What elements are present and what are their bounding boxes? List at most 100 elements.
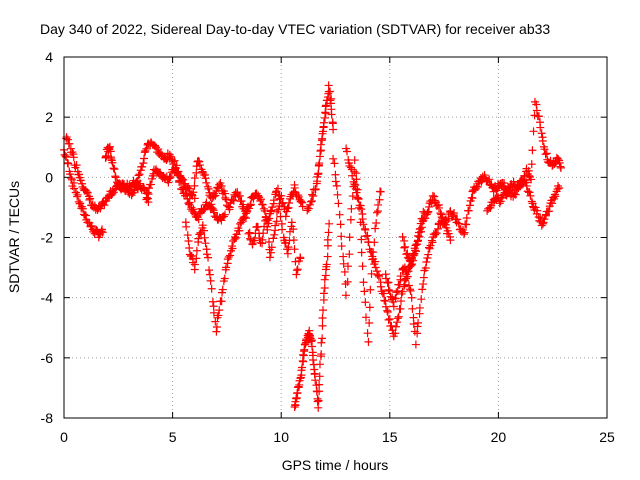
data-point — [65, 139, 74, 148]
data-point — [365, 303, 374, 312]
data-point — [235, 226, 244, 235]
data-point — [363, 231, 372, 240]
data-point — [309, 355, 318, 364]
data-point — [347, 204, 356, 213]
data-point — [258, 200, 267, 209]
data-point — [189, 258, 198, 267]
data-point — [181, 189, 190, 198]
data-point — [135, 170, 144, 179]
data-point — [315, 360, 324, 369]
data-point — [360, 287, 369, 296]
data-point — [326, 87, 335, 96]
data-point — [424, 207, 433, 216]
series-track-c — [101, 138, 199, 203]
data-point — [404, 254, 413, 263]
data-point — [532, 106, 541, 115]
data-point — [504, 187, 513, 196]
data-point — [348, 171, 357, 180]
series-track-g — [244, 195, 305, 279]
data-point — [146, 180, 155, 189]
data-point — [437, 213, 446, 222]
data-point — [292, 266, 301, 275]
x-tick-label: 25 — [599, 429, 615, 445]
series-track-f — [190, 156, 307, 228]
data-point — [170, 156, 179, 165]
data-point — [108, 158, 117, 167]
data-point — [292, 270, 301, 279]
data-point — [72, 161, 81, 170]
data-point — [367, 269, 376, 278]
data-point — [110, 165, 119, 174]
series-track-a — [59, 145, 107, 242]
data-point — [164, 178, 173, 187]
data-point — [325, 219, 334, 228]
data-point — [207, 284, 216, 293]
data-point — [143, 188, 152, 197]
data-point — [395, 280, 404, 289]
data-point — [315, 372, 324, 381]
data-point — [333, 190, 342, 199]
data-point — [72, 188, 81, 197]
data-point — [289, 225, 298, 234]
data-point — [67, 174, 76, 183]
data-point — [306, 197, 315, 206]
data-point — [298, 202, 307, 211]
data-point — [297, 197, 306, 206]
data-point — [258, 235, 267, 244]
series-track-d — [142, 165, 230, 225]
y-tick-label: -6 — [41, 350, 54, 366]
data-point — [361, 313, 370, 322]
data-point — [190, 181, 199, 190]
data-point — [228, 244, 237, 253]
data-point — [205, 270, 214, 279]
data-point — [376, 187, 385, 196]
data-point — [318, 313, 327, 322]
data-point — [226, 251, 235, 260]
data-point — [74, 197, 83, 206]
data-point — [274, 205, 283, 214]
data-point — [271, 221, 280, 230]
data-point — [287, 218, 296, 227]
data-point — [417, 295, 426, 304]
data-point — [205, 266, 214, 275]
data-point — [365, 319, 374, 328]
data-point — [331, 170, 340, 179]
data-point — [330, 159, 339, 168]
data-point — [414, 318, 423, 327]
data-point — [212, 323, 221, 332]
data-point — [523, 187, 532, 196]
data-point — [495, 199, 504, 208]
data-point — [140, 154, 149, 163]
data-point — [183, 231, 192, 240]
data-point — [263, 225, 272, 234]
data-point — [527, 175, 536, 184]
data-point — [208, 297, 217, 306]
data-point — [192, 168, 201, 177]
data-point — [433, 224, 442, 233]
data-point — [424, 243, 433, 252]
data-point — [540, 145, 549, 154]
data-point — [203, 182, 212, 191]
data-point — [66, 170, 75, 179]
data-point — [305, 326, 314, 335]
data-point — [383, 306, 392, 315]
data-point — [111, 173, 120, 182]
data-point — [329, 125, 338, 134]
data-point — [516, 181, 525, 190]
data-point — [292, 393, 301, 402]
data-point — [418, 285, 427, 294]
data-point — [393, 314, 402, 323]
data-point — [82, 188, 91, 197]
data-point — [407, 293, 416, 302]
data-point — [190, 260, 199, 269]
data-point — [283, 245, 292, 254]
data-point — [410, 250, 419, 259]
data-point — [403, 272, 412, 281]
data-point — [206, 276, 215, 285]
data-point — [296, 254, 305, 263]
data-point — [154, 145, 163, 154]
data-point — [359, 278, 368, 287]
data-point — [255, 193, 264, 202]
data-point — [363, 329, 372, 338]
